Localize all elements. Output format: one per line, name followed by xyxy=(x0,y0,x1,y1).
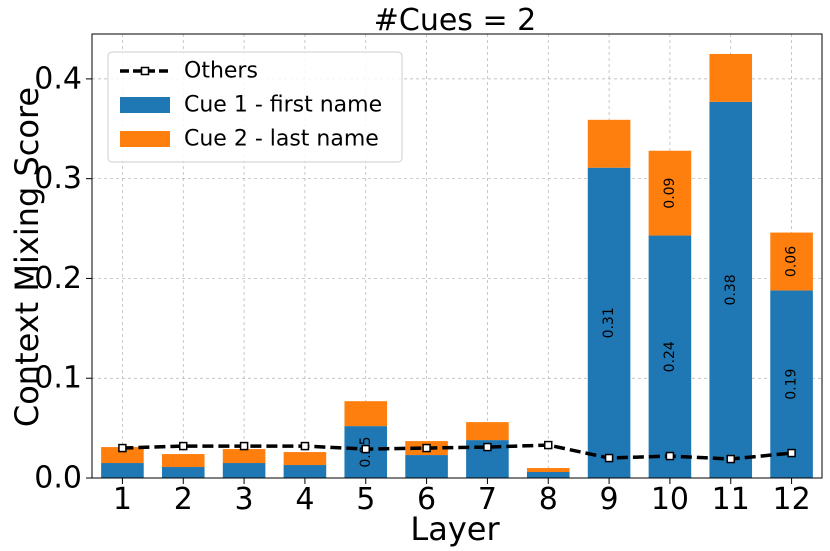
legend: Others Cue 1 - first name Cue 2 - last nam… xyxy=(107,51,403,163)
bar-segment xyxy=(770,290,813,478)
others-point xyxy=(544,440,553,450)
others-point xyxy=(179,441,188,451)
bar-segment xyxy=(101,463,144,478)
bar-value-label: 0.09 xyxy=(662,178,678,209)
x-tick-label: 11 xyxy=(712,482,750,517)
others-point xyxy=(422,443,431,453)
others-point xyxy=(787,448,796,458)
bar-value-label: 0.06 xyxy=(784,246,800,277)
bar-segment xyxy=(222,463,266,478)
bar-value-label: 0.38 xyxy=(723,274,739,305)
others-point xyxy=(726,454,735,464)
bar-segment xyxy=(405,455,448,478)
others-point xyxy=(604,453,614,463)
bar-segment xyxy=(101,447,144,464)
bar-segment xyxy=(526,468,570,473)
legend-label: Others xyxy=(184,59,258,84)
chart-title: #Cues = 2 xyxy=(374,3,536,38)
x-tick-label: 12 xyxy=(772,482,810,517)
x-tick-label: 10 xyxy=(651,482,689,517)
plot-frame xyxy=(91,33,823,479)
x-tick-label: 9 xyxy=(600,482,619,517)
x-tick-label: 2 xyxy=(174,482,193,517)
bar-labels: 0.050.310.240.090.380.190.06 xyxy=(358,178,800,468)
bar-segment xyxy=(770,232,813,291)
bar-segment xyxy=(466,422,509,441)
others-point xyxy=(665,451,675,461)
others-point xyxy=(483,442,492,452)
bar-value-label: 0.24 xyxy=(662,341,678,372)
bar-segment xyxy=(222,449,266,464)
bar-segment xyxy=(587,167,631,478)
y-ticks: 0.0 0.1 0.2 0.3 0.4 xyxy=(34,61,92,496)
bar-segment xyxy=(709,101,753,478)
x-axis-label: Layer xyxy=(410,510,500,548)
x-tick-label: 4 xyxy=(295,482,314,517)
bar-segment xyxy=(344,401,388,427)
others-point xyxy=(361,444,370,454)
others-point xyxy=(300,441,310,451)
x-tick-label: 8 xyxy=(539,482,558,517)
legend-label: Cue 1 - first name xyxy=(184,93,382,118)
legend-swatch-marker xyxy=(140,66,150,76)
legend-swatch xyxy=(120,131,170,147)
x-tick-label: 7 xyxy=(478,482,497,517)
y-tick-label: 0.2 xyxy=(34,261,82,296)
bar-segment xyxy=(648,235,692,478)
bar-segment xyxy=(648,150,692,236)
bar-segment xyxy=(161,467,205,478)
y-tick-label: 0.0 xyxy=(34,461,82,496)
legend-box xyxy=(107,51,403,163)
legend-swatch xyxy=(120,97,170,113)
bar-segment xyxy=(709,53,753,102)
bars xyxy=(101,53,813,478)
y-tick-label: 0.1 xyxy=(34,361,82,396)
bar-segment xyxy=(283,465,327,478)
y-tick-label: 0.4 xyxy=(34,61,82,96)
x-tick-label: 5 xyxy=(356,482,375,517)
x-tick-label: 6 xyxy=(417,482,436,517)
others-point xyxy=(239,441,249,451)
bar-value-label: 0.19 xyxy=(784,369,800,400)
x-tick-label: 3 xyxy=(235,482,254,517)
y-axis-label: Context Mixing Score xyxy=(8,87,46,427)
bar-value-label: 0.31 xyxy=(601,307,617,338)
x-tick-label: 1 xyxy=(113,482,132,517)
bar-segment xyxy=(283,452,327,466)
others-point xyxy=(118,443,127,453)
x-ticks: 1 2 3 4 5 6 7 8 9 10 11 12 xyxy=(113,478,811,517)
y-tick-label: 0.3 xyxy=(34,161,82,196)
legend-label: Cue 2 - last name xyxy=(184,127,379,152)
bar-segment xyxy=(587,119,631,168)
bar-segment xyxy=(161,454,205,468)
others-line xyxy=(118,440,796,464)
bar-segment xyxy=(526,472,570,478)
